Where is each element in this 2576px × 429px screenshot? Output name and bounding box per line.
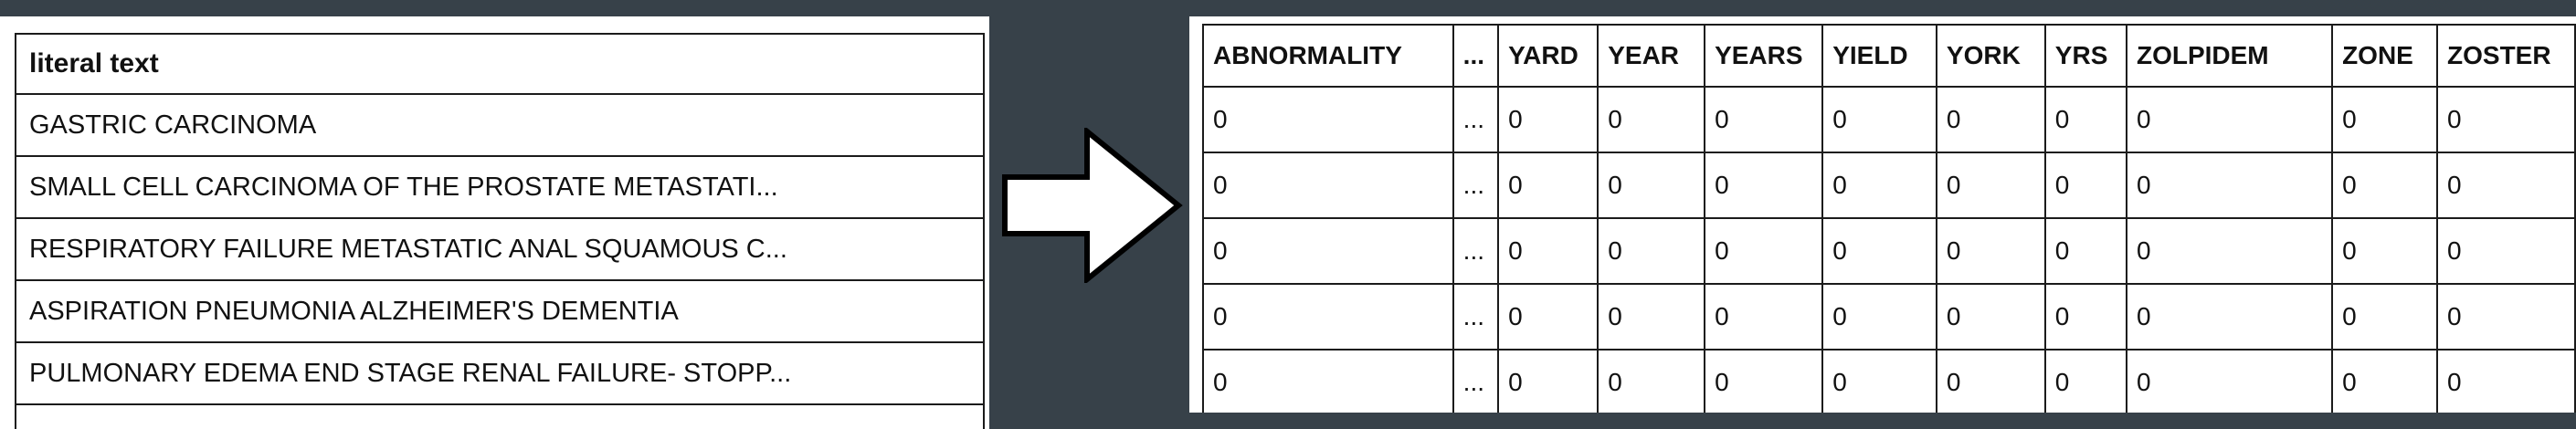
column-header: YEAR	[1597, 24, 1706, 88]
table-cell: 0	[1704, 349, 1824, 413]
column-header: YRS	[2043, 24, 2127, 88]
table-cell: ...	[1452, 283, 1500, 351]
column-header: ZOSTER	[2436, 24, 2576, 88]
table-cell: 0	[1935, 217, 2046, 285]
table-cell: 0	[1497, 152, 1599, 219]
table-cell: 0	[1704, 86, 1824, 153]
table-cell: ...	[1452, 217, 1500, 285]
column-header-literal-text: literal text	[15, 33, 985, 95]
table-cell: 0	[1202, 152, 1454, 219]
table-row: 0... 0 0 0 0 0 0 0 0 0	[1202, 283, 2576, 351]
table-cell: 0	[1497, 349, 1599, 413]
table-cell: 0	[1202, 349, 1454, 413]
column-header: ...	[1452, 24, 1500, 88]
table-cell: 0	[2331, 152, 2439, 219]
column-header: YARD	[1497, 24, 1599, 88]
table-cell: ASPIRATION PNEUMONIA ALZHEIMER'S DEMENTI…	[15, 279, 985, 343]
table-row: PULMONARY EDEMA END STAGE RENAL FAILURE-…	[15, 341, 985, 405]
table-cell: 0	[1704, 152, 1824, 219]
table-cell: 0	[1821, 152, 1937, 219]
table-cell: 0	[2331, 283, 2439, 351]
table-row: RESPIRATORY FAILURE METASTATIC ANAL SQUA…	[15, 217, 985, 281]
table-cell: 0	[1935, 152, 2046, 219]
table-cell: 0	[1935, 349, 2046, 413]
table-header-row: literal text	[15, 33, 985, 95]
table-cell: ...	[1452, 86, 1500, 153]
column-header: YEARS	[1704, 24, 1824, 88]
table-cell: 0	[2125, 86, 2334, 153]
table-cell: 0	[2436, 152, 2576, 219]
term-matrix-table: ABNORMALITY ... YARD YEAR YEARS YIELD YO…	[1202, 24, 2576, 413]
table-cell: 0	[2331, 86, 2439, 153]
right-table-panel: ABNORMALITY ... YARD YEAR YEARS YIELD YO…	[1189, 16, 2576, 413]
table-cell	[15, 403, 985, 429]
column-header: YORK	[1935, 24, 2046, 88]
table-row: 0... 0 0 0 0 0 0 0 0 0	[1202, 349, 2576, 413]
table-cell: 0	[2331, 349, 2439, 413]
table-cell: PULMONARY EDEMA END STAGE RENAL FAILURE-…	[15, 341, 985, 405]
table-cell: 0	[2043, 283, 2127, 351]
table-cell: 0	[1821, 86, 1937, 153]
table-cell: GASTRIC CARCINOMA	[15, 93, 985, 157]
table-cell: 0	[1202, 217, 1454, 285]
column-header: ZONE	[2331, 24, 2439, 88]
table-row: 0... 0 0 0 0 0 0 0 0 0	[1202, 152, 2576, 219]
table-header-row: ABNORMALITY ... YARD YEAR YEARS YIELD YO…	[1202, 24, 2576, 88]
table-cell: 0	[1935, 283, 2046, 351]
table-cell: 0	[2125, 217, 2334, 285]
table-cell: 0	[1497, 217, 1599, 285]
table-cell: 0	[1597, 217, 1706, 285]
table-cell: ...	[1452, 349, 1500, 413]
table-cell: 0	[2125, 283, 2334, 351]
table-cell: 0	[1497, 86, 1599, 153]
table-cell: 0	[1202, 86, 1454, 153]
table-cell: 0	[2125, 152, 2334, 219]
table-cell: 0	[1704, 283, 1824, 351]
table-cell: SMALL CELL CARCINOMA OF THE PROSTATE MET…	[15, 155, 985, 219]
table-cell: 0	[2043, 152, 2127, 219]
literal-text-table: literal text GASTRIC CARCINOMA SMALL CEL…	[15, 33, 985, 429]
table-cell: 0	[2043, 349, 2127, 413]
table-cell: 0	[2436, 283, 2576, 351]
table-row	[15, 403, 985, 429]
table-row: 0... 0 0 0 0 0 0 0 0 0	[1202, 217, 2576, 285]
table-row: ASPIRATION PNEUMONIA ALZHEIMER'S DEMENTI…	[15, 279, 985, 343]
column-header: ZOLPIDEM	[2125, 24, 2334, 88]
table-cell: RESPIRATORY FAILURE METASTATIC ANAL SQUA…	[15, 217, 985, 281]
left-table-panel: literal text GASTRIC CARCINOMA SMALL CEL…	[0, 16, 989, 429]
table-cell: 0	[2043, 217, 2127, 285]
table-cell: 0	[1597, 349, 1706, 413]
table-cell: 0	[1202, 283, 1454, 351]
column-header: YIELD	[1821, 24, 1937, 88]
table-cell: ...	[1452, 152, 1500, 219]
table-row: 0... 0 0 0 0 0 0 0 0 0	[1202, 86, 2576, 153]
table-cell: 0	[2125, 349, 2334, 413]
table-cell: 0	[2436, 349, 2576, 413]
table-cell: 0	[1597, 152, 1706, 219]
table-cell: 0	[1935, 86, 2046, 153]
table-cell: 0	[2436, 86, 2576, 153]
table-cell: 0	[1497, 283, 1599, 351]
table-row: GASTRIC CARCINOMA	[15, 93, 985, 157]
right-arrow-icon	[1002, 128, 1183, 283]
table-cell: 0	[2436, 217, 2576, 285]
table-cell: 0	[1597, 86, 1706, 153]
table-cell: 0	[1821, 217, 1937, 285]
table-cell: 0	[1704, 217, 1824, 285]
table-cell: 0	[1597, 283, 1706, 351]
table-cell: 0	[2331, 217, 2439, 285]
table-cell: 0	[1821, 283, 1937, 351]
table-row: SMALL CELL CARCINOMA OF THE PROSTATE MET…	[15, 155, 985, 219]
table-cell: 0	[1821, 349, 1937, 413]
table-cell: 0	[2043, 86, 2127, 153]
column-header: ABNORMALITY	[1202, 24, 1454, 88]
